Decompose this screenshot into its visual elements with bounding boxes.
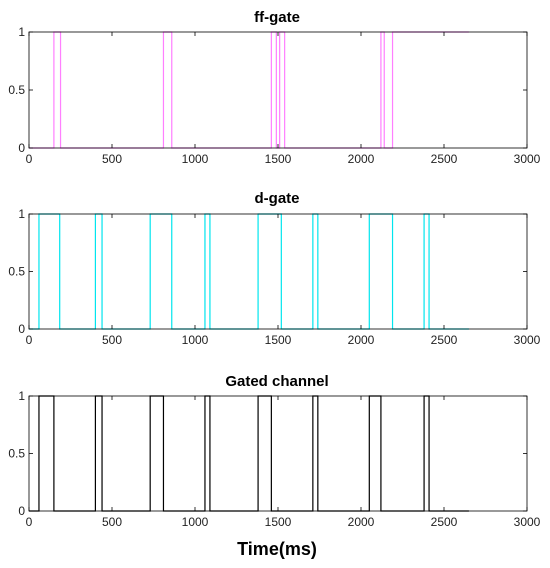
- ff-gate-axes-box: [28, 31, 528, 149]
- ff-gate-panel: ff-gate 0 500 1000 1500 2000 2500 3000 0 0.5 1: [8, 9, 540, 166]
- x-tick-label: 1000: [182, 333, 209, 347]
- x-tick-label: 0: [26, 515, 33, 529]
- y-tick-label: 0.5: [8, 83, 25, 97]
- x-tick-label: 2000: [348, 515, 375, 529]
- y-tick-label: 0: [18, 141, 25, 155]
- y-tick-label: 0.5: [8, 447, 25, 461]
- y-tick-label: 0.5: [8, 265, 25, 279]
- x-tick-label: 0: [26, 152, 33, 166]
- y-tick-label: 1: [18, 207, 25, 221]
- x-tick-label: 500: [102, 333, 122, 347]
- x-tick-label: 1500: [265, 333, 292, 347]
- x-tick-label: 1500: [265, 152, 292, 166]
- gated-channel-title: Gated channel: [225, 373, 328, 390]
- x-tick-label: 3000: [514, 152, 541, 166]
- x-tick-label: 3000: [514, 515, 541, 529]
- x-tick-label: 500: [102, 152, 122, 166]
- y-tick-label: 1: [18, 389, 25, 403]
- x-tick-label: 1000: [182, 515, 209, 529]
- gated-channel-panel: Gated channel Time(ms) 0 500 1000 1500 2000 2…: [8, 373, 540, 559]
- y-tick-label: 0: [18, 322, 25, 336]
- x-tick-label: 0: [26, 333, 33, 347]
- d-gate-panel: d-gate 0 500 1000 1500 2000 2500 3000 0 0.5 1: [8, 190, 540, 347]
- d-gate-title: d-gate: [255, 190, 300, 207]
- gated-channel-series-line: [29, 395, 469, 512]
- gated-channel-axes-box: [28, 395, 528, 512]
- y-tick-label: 0: [18, 504, 25, 518]
- x-tick-label: 3000: [514, 333, 541, 347]
- x-tick-label: 1500: [265, 515, 292, 529]
- x-tick-label: 1000: [182, 152, 209, 166]
- x-tick-label: 2500: [431, 152, 458, 166]
- x-tick-label: 2500: [431, 515, 458, 529]
- x-tick-label: 2000: [348, 333, 375, 347]
- d-gate-series-line: [29, 213, 469, 330]
- x-tick-label: 2000: [348, 152, 375, 166]
- x-tick-label: 2500: [431, 333, 458, 347]
- x-axis-label: Time(ms): [237, 539, 317, 559]
- x-tick-label: 500: [102, 515, 122, 529]
- ff-gate-series-line: [29, 31, 469, 149]
- d-gate-axes-box: [28, 213, 528, 330]
- ff-gate-title: ff-gate: [254, 9, 300, 26]
- y-tick-label: 1: [18, 25, 25, 39]
